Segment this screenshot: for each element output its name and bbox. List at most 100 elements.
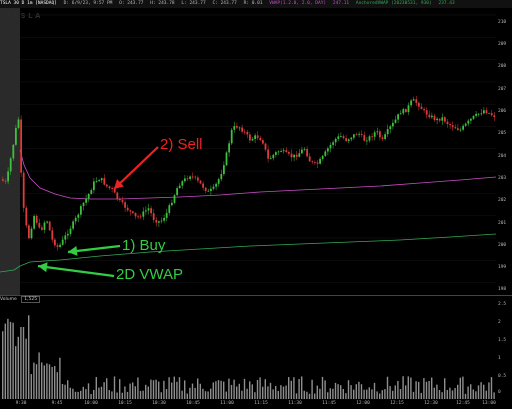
volume-tick: 1.5 — [498, 338, 507, 343]
candle-body — [420, 106, 423, 109]
volume-bar — [306, 391, 308, 399]
candle-body — [155, 219, 158, 223]
candle-body — [163, 217, 165, 221]
volume-bar — [56, 372, 58, 399]
candle-body — [431, 115, 433, 118]
anchored-vwap-study-label[interactable]: AnchoredVWAP (20230531, 930) — [355, 1, 432, 6]
volume-bar — [59, 357, 61, 399]
candle-body — [321, 155, 324, 159]
candle-body — [139, 216, 142, 218]
volume-bar — [327, 392, 329, 399]
volume-bar — [483, 384, 485, 399]
stat-range: R: 0.01 — [243, 1, 263, 6]
candle-body — [4, 180, 7, 182]
candle-body — [207, 190, 210, 192]
volume-label[interactable]: Volume — [0, 297, 17, 302]
volume-bar — [160, 392, 162, 399]
stat-date: D: 6/9/23, 9:57 PM — [63, 1, 113, 6]
candle-body — [25, 207, 28, 226]
candle-body — [95, 181, 98, 182]
candle-body — [142, 211, 145, 217]
price-tick: 209 — [498, 42, 507, 47]
candle-body — [319, 158, 321, 164]
candle-body — [64, 235, 67, 240]
volume-bar — [462, 376, 464, 399]
volume-bar — [423, 378, 425, 399]
volume-bar — [228, 378, 230, 399]
volume-bar — [238, 383, 240, 399]
candle-body — [477, 113, 480, 115]
candle-body — [259, 137, 262, 141]
volume-bar — [129, 383, 131, 399]
volume-bar — [139, 390, 142, 399]
candle-body — [204, 187, 207, 192]
candle-body — [446, 121, 449, 125]
candle-body — [353, 134, 355, 138]
volume-bar — [111, 391, 113, 399]
volume-bar — [418, 381, 420, 399]
vwap-study-label[interactable]: VWAP(1.2.0, 2.0, DAY) — [269, 1, 327, 6]
candle-body — [126, 207, 129, 211]
annotation-sell: 2) Sell — [160, 136, 203, 153]
price-tick: 200 — [498, 243, 507, 248]
volume-bar — [451, 390, 454, 399]
candle-body — [199, 180, 202, 184]
candle-body — [366, 140, 368, 142]
candle-body — [457, 128, 459, 130]
volume-bar — [22, 327, 25, 399]
volume-bar — [441, 392, 443, 399]
volume-bar — [316, 385, 318, 399]
volume-bar — [173, 376, 175, 399]
candle-body — [20, 119, 22, 173]
volume-bar — [282, 386, 285, 399]
candle-body — [243, 131, 246, 133]
symbol-label[interactable]: TSLA 30 D 1m [NASDAQ] — [0, 1, 57, 6]
volume-bar — [95, 376, 97, 399]
candle-body — [360, 133, 363, 136]
candle-body — [488, 113, 490, 114]
volume-bar — [54, 366, 56, 399]
candle-body — [379, 131, 381, 138]
volume-bar — [80, 390, 82, 399]
candle-body — [225, 152, 228, 166]
candle-body — [324, 151, 327, 156]
volume-bar — [366, 389, 368, 399]
volume-bar — [259, 377, 261, 399]
candle-body — [254, 135, 256, 139]
volume-bar — [399, 389, 402, 399]
time-tick: 10:00 — [84, 401, 98, 406]
volume-bar — [119, 379, 121, 399]
volume-bar — [181, 390, 183, 399]
candle-body — [386, 129, 389, 135]
candle-body — [137, 216, 139, 218]
candle-body — [168, 205, 171, 213]
volume-tick: 2.5 — [498, 302, 507, 307]
volume-bar — [467, 386, 469, 399]
volume-bar — [405, 385, 407, 399]
price-tick: 210 — [498, 20, 507, 25]
candle-body — [72, 221, 74, 229]
candle-body — [30, 228, 33, 239]
volume-bar — [82, 386, 84, 399]
volume-bar — [233, 379, 235, 399]
candle-body — [480, 113, 483, 115]
candle-body — [472, 115, 475, 119]
candle-body — [249, 134, 251, 141]
volume-bar — [412, 391, 415, 399]
candle-body — [35, 216, 38, 223]
volume-bar — [61, 384, 64, 399]
time-tick: 9:45 — [51, 401, 63, 406]
time-tick: 12:45 — [456, 401, 470, 406]
volume-bar — [267, 386, 269, 399]
candle-body — [373, 132, 376, 137]
candle-body — [171, 202, 173, 206]
panel-divider[interactable] — [0, 295, 512, 296]
volume-bar — [202, 388, 204, 399]
candle-body — [165, 212, 168, 218]
candle-body — [56, 245, 59, 247]
volume-bar — [472, 389, 474, 399]
volume-bar — [477, 385, 480, 399]
price-axis: 210 209 208 207 206 205 204 203 202 201 … — [496, 8, 512, 295]
volume-bar — [298, 379, 300, 399]
